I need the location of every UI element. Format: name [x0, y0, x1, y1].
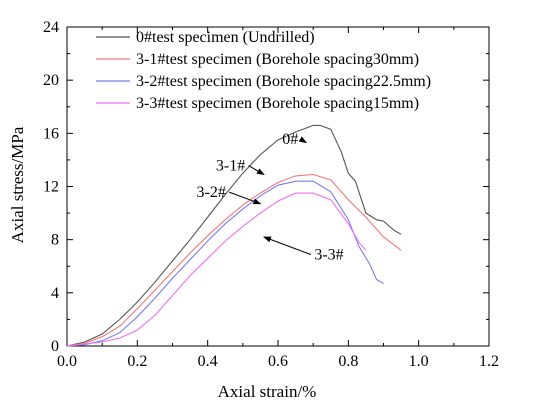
series-line-2 [66, 180, 384, 347]
y-axis: 0 4 8 12 16 20 24 [43, 19, 489, 355]
x-axis: 0.0 0.2 0.4 0.6 0.8 1.0 1.2 [57, 27, 499, 370]
y-axis-label: Axial stress/MPa [8, 126, 27, 243]
x-tick-label: 0.4 [198, 353, 218, 370]
series-group [66, 124, 402, 347]
x-tick-label: 1.2 [479, 353, 499, 370]
legend-label-1: 3-1#test specimen (Borehole spacing30mm) [136, 51, 419, 68]
series-line-1 [66, 173, 402, 347]
annotation-arrow-0 [298, 136, 307, 144]
annotation-label-1: 3-1# [216, 158, 245, 175]
series-line-0 [66, 124, 402, 347]
legend-label-3: 3-3#test specimen (Borehole spacing15mm) [136, 95, 419, 112]
y-tick-label: 0 [51, 338, 59, 355]
annotations: 0# 3-1# 3-2# 3-3# [197, 131, 344, 264]
y-tick-label: 12 [43, 179, 59, 196]
annotation-label-3: 3-3# [314, 247, 343, 264]
x-tick-label: 0.2 [127, 353, 147, 370]
legend: 0#test specimen (Undrilled) 3-1#test spec… [96, 29, 431, 112]
annotation-label-2: 3-2# [197, 184, 226, 201]
x-tick-label: 1.0 [409, 353, 429, 370]
x-tick-label: 0.8 [338, 353, 358, 370]
annotation-label-0: 0# [282, 131, 298, 148]
annotation-arrow-2 [229, 191, 262, 205]
y-tick-label: 16 [43, 125, 59, 142]
y-tick-label: 8 [51, 232, 59, 249]
x-axis-label: Axial strain/% [218, 382, 317, 401]
annotation-arrow-3 [262, 236, 312, 256]
y-tick-label: 20 [43, 72, 59, 89]
y-tick-label: 4 [51, 285, 59, 302]
series-line-3 [66, 192, 367, 347]
annotation-arrow-1 [248, 165, 265, 176]
y-tick-label: 24 [43, 19, 59, 36]
x-tick-label: 0.0 [57, 353, 77, 370]
x-tick-label: 0.6 [268, 353, 288, 370]
legend-label-0: 0#test specimen (Undrilled) [136, 29, 315, 46]
legend-label-2: 3-2#test specimen (Borehole spacing22.5m… [136, 73, 431, 90]
